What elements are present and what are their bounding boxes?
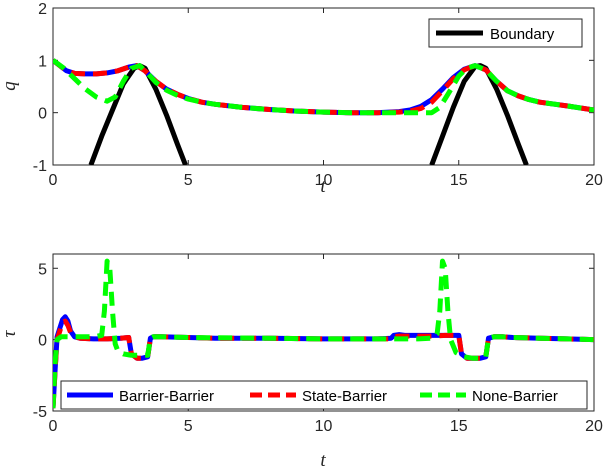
q-ytick-label: 2 xyxy=(38,1,47,18)
tau-xtick-label: 20 xyxy=(585,418,603,435)
q-xtick-label: 0 xyxy=(49,172,58,189)
q-xtick-label: 15 xyxy=(450,172,468,189)
q-series-series-2-line xyxy=(53,58,594,116)
legend-label-none-barrier: None-Barrier xyxy=(472,388,558,405)
q-ytick-label: 0 xyxy=(38,106,47,123)
chart-q-legend: Boundary xyxy=(428,18,583,48)
q-xtick-label: 5 xyxy=(184,172,193,189)
tau-ytick-label: -5 xyxy=(33,404,47,421)
legend-label-state-barrier: State-Barrier xyxy=(302,388,387,405)
chart-tau-legend-box xyxy=(60,380,588,410)
chart-q-ylabel: q xyxy=(0,81,20,91)
tau-ytick-label: 0 xyxy=(38,333,47,350)
chart-tau-legend: Barrier-Barrier State-Barrier None-Barri… xyxy=(60,380,588,410)
q-series-boundary-seg-1-line xyxy=(429,63,529,165)
q-ytick-label: -1 xyxy=(33,158,47,175)
q-xtick-label: 20 xyxy=(585,172,603,189)
q-series-boundary-seg-0-line xyxy=(88,63,188,165)
legend-label-barrier-barrier: Barrier-Barrier xyxy=(119,388,214,405)
chart-tau: 0 5 10 15 20-505 t τ Barrier-Barrier State-B… xyxy=(0,253,603,471)
q-ytick-label: 1 xyxy=(38,53,47,70)
chart-tau-ylabel: τ xyxy=(0,329,20,337)
chart-q-xlabel: t xyxy=(320,176,326,197)
chart-tau-series xyxy=(53,258,594,409)
legend-label-boundary: Boundary xyxy=(490,26,555,43)
chart-q-series xyxy=(53,58,594,165)
q-xtick-label: 10 xyxy=(315,172,333,189)
tau-xtick-label: 10 xyxy=(315,418,333,435)
chart-tau-xlabel: t xyxy=(320,450,326,471)
tau-xtick-label: 5 xyxy=(184,418,193,435)
tau-ytick-label: 5 xyxy=(38,261,47,278)
tau-xtick-label: 0 xyxy=(49,418,58,435)
q-series-series-3-line xyxy=(53,58,594,116)
tau-xtick-label: 15 xyxy=(450,418,468,435)
tau-series-none-barrier-line xyxy=(53,258,594,409)
